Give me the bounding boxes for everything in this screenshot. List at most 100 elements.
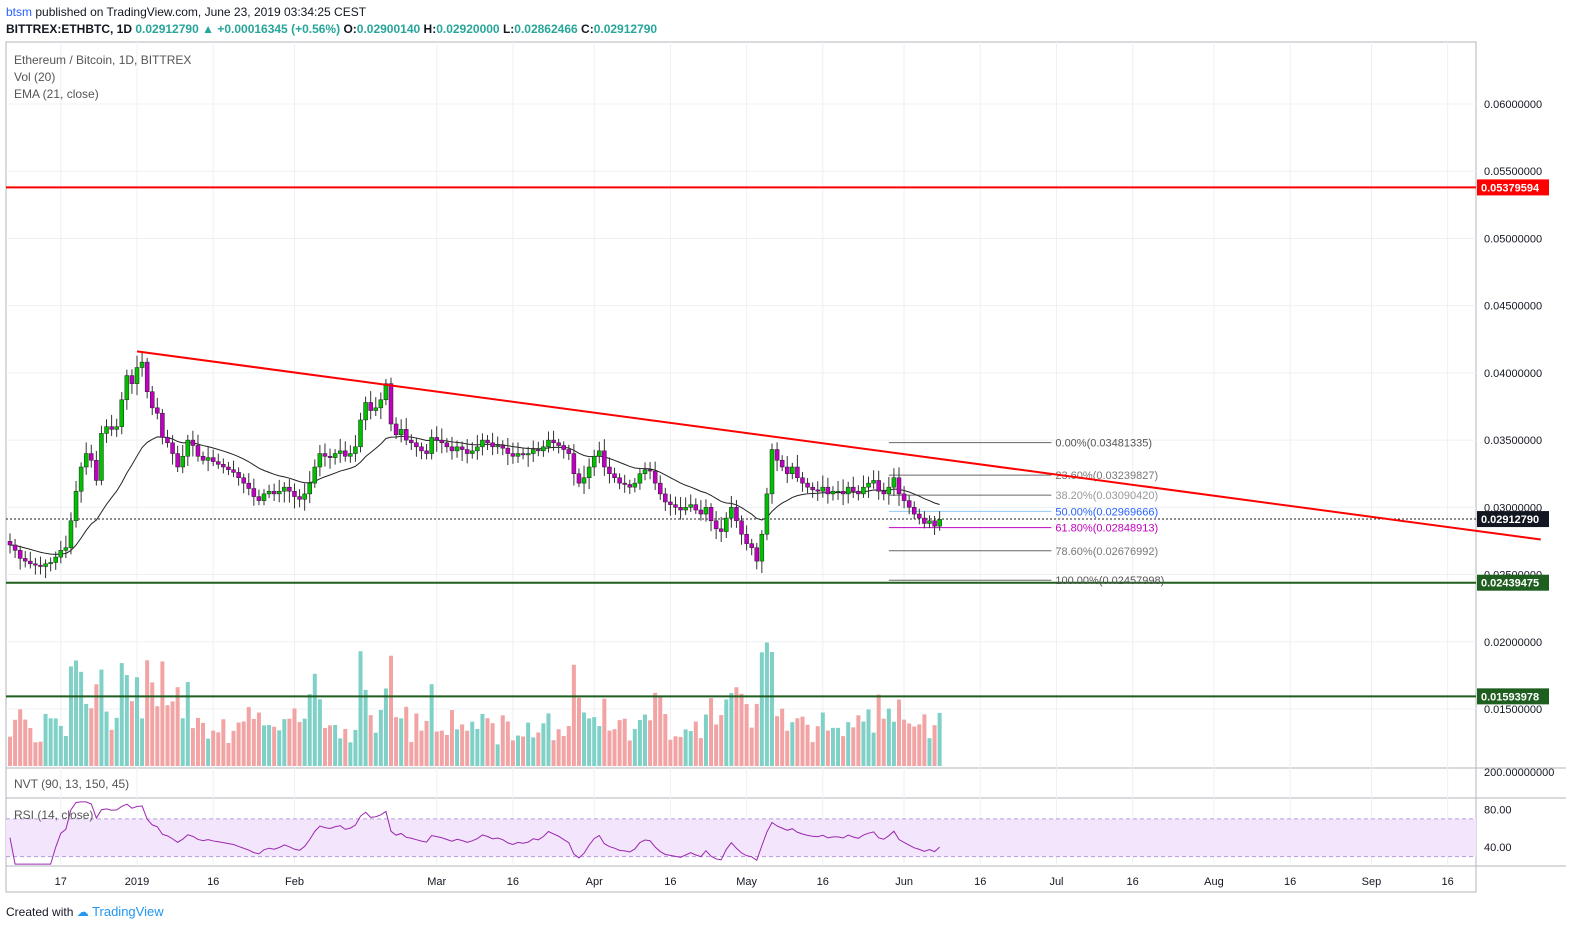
time-axis[interactable]: 17 2019 16 Feb Mar 16 Apr 16 May 16 Jun 16 Jul 16 Aug 1… xyxy=(55,876,1454,888)
volume-bar xyxy=(150,682,155,766)
time-tick: 16 xyxy=(817,876,829,888)
last-price-label-bg xyxy=(1477,511,1549,528)
price-tick: 0.06000000 xyxy=(1484,99,1542,111)
price-tick: 0.01500000 xyxy=(1484,704,1542,716)
trendline[interactable] xyxy=(136,350,1541,541)
candle-body xyxy=(551,439,556,444)
volume-bar xyxy=(160,661,165,766)
candle-body xyxy=(856,490,861,495)
candle-body xyxy=(368,402,373,411)
volume-bar xyxy=(851,727,856,766)
volume-bar xyxy=(912,726,917,766)
author-link[interactable]: btsm xyxy=(6,5,33,19)
volume-bar xyxy=(368,715,373,766)
price-tick: 0.03500000 xyxy=(1484,435,1542,447)
candle-body xyxy=(840,490,846,495)
candle-body xyxy=(520,453,526,456)
candle-body xyxy=(784,466,790,474)
candle-body xyxy=(708,507,714,522)
volume-bar xyxy=(770,651,774,766)
volume-bar xyxy=(937,712,942,766)
volume-bar xyxy=(114,717,119,766)
volume-bar xyxy=(719,715,724,766)
candle-body xyxy=(546,439,551,448)
volume-bar xyxy=(13,719,18,766)
volume-bar xyxy=(495,744,500,766)
candle-body xyxy=(175,453,180,468)
candle-body xyxy=(779,460,785,468)
volume-bar xyxy=(846,722,851,766)
level-label: 0.05379594 xyxy=(1481,182,1540,194)
up-arrow-icon: ▲ xyxy=(202,22,214,36)
candle-body xyxy=(820,486,826,492)
candle-body xyxy=(83,453,89,468)
rsi-tick: 80.00 xyxy=(1484,804,1512,816)
candle-body xyxy=(703,507,709,515)
candle-body xyxy=(104,426,109,434)
volume-bar xyxy=(124,675,129,766)
volume-bar xyxy=(698,738,703,766)
fib-level-label: 50.00%(0.02969666) xyxy=(1055,506,1158,518)
volume-bar xyxy=(505,721,510,766)
volume-bar xyxy=(38,741,43,766)
price-tick: 0.04500000 xyxy=(1484,301,1542,313)
candle-body xyxy=(246,482,252,489)
candle-body xyxy=(241,477,246,484)
candle-body xyxy=(180,455,185,468)
volume-bar xyxy=(68,666,73,766)
volume-bar xyxy=(891,721,896,766)
candle-body xyxy=(464,449,470,454)
volume-bar xyxy=(876,694,881,766)
fibonacci-retracement[interactable]: 0.00%(0.03481335) 23.60%(0.03239827) 38.20… xyxy=(888,438,1164,588)
candle-body xyxy=(205,457,211,461)
candle-body xyxy=(657,482,663,495)
volume-bar xyxy=(607,730,612,766)
volume-bar xyxy=(566,726,571,766)
candle-body xyxy=(480,439,485,448)
volume-bar xyxy=(571,664,576,766)
created-with: Created with xyxy=(6,905,74,919)
price-axis[interactable]: 0.06000000 0.05500000 0.05000000 0.04500000… xyxy=(1484,99,1554,854)
volume-bar xyxy=(358,651,363,766)
candle-body xyxy=(556,442,561,446)
candle-body xyxy=(317,453,323,468)
close-value: 0.02912790 xyxy=(593,22,658,36)
candle-body xyxy=(769,449,775,495)
volume-bar xyxy=(312,673,317,766)
volume-bar xyxy=(668,739,673,766)
candle-body xyxy=(937,519,942,527)
volume-bar xyxy=(302,718,307,766)
candle-body xyxy=(144,361,150,392)
candle-body xyxy=(322,453,328,457)
price-labels: 0.05379594 0.02439475 0.01593978 0.02912790 xyxy=(1477,179,1549,705)
nvt-tick: 200.00000000 xyxy=(1484,767,1554,779)
candle-body xyxy=(216,461,221,465)
candle-body xyxy=(861,486,866,495)
volume-bar xyxy=(399,718,404,766)
volume-bar xyxy=(617,720,622,766)
volume-bar xyxy=(795,718,800,766)
candle-body xyxy=(825,486,831,495)
candle-body xyxy=(226,466,231,470)
horizontal-levels[interactable] xyxy=(6,186,1476,698)
legend-title: Ethereum / Bitcoin, 1D, BITTREX xyxy=(14,53,191,67)
volume-bar xyxy=(886,708,891,766)
candle-body xyxy=(378,399,384,409)
legend-vol: Vol (20) xyxy=(14,70,55,84)
candle-body xyxy=(363,402,368,421)
candle-body xyxy=(53,556,58,563)
candle-body xyxy=(866,482,871,488)
candle-body xyxy=(160,412,165,438)
ema-polyline xyxy=(9,435,940,555)
tradingview-brand[interactable]: TradingView xyxy=(92,904,164,919)
volume-bar xyxy=(231,730,236,766)
volume-bar xyxy=(74,660,79,766)
fib-level-label: 38.20%(0.03090420) xyxy=(1055,490,1158,502)
candle-body xyxy=(881,490,887,495)
published-text: published on TradingView.com, June 23, 2… xyxy=(35,5,367,19)
candle-body xyxy=(429,437,434,454)
candle-body xyxy=(332,453,338,458)
volume-bar xyxy=(749,727,754,766)
candle-body xyxy=(373,407,379,411)
